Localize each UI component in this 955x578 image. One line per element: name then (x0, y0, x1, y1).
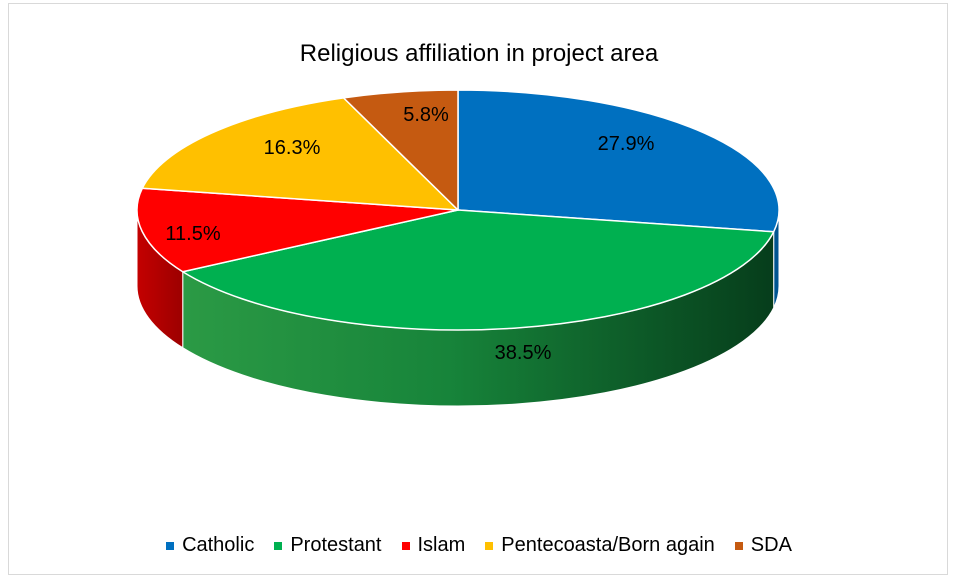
legend-item-islam: Islam (401, 534, 466, 557)
legend-swatch (274, 541, 283, 550)
data-label-pentecoasta-born-again: 16.3% (264, 137, 321, 159)
pie-slices (136, 89, 780, 331)
data-label-catholic: 27.9% (598, 133, 655, 155)
pie-slice-islam[interactable] (136, 187, 459, 273)
legend-label: Pentecoasta/Born again (501, 534, 715, 556)
legend-swatch (734, 541, 743, 550)
pie-slice-sda[interactable] (342, 89, 459, 211)
legend-item-pentecoasta-born-again: Pentecoasta/Born again (485, 534, 715, 557)
chart-title: Religious affiliation in project area (299, 40, 659, 67)
legend-label: Protestant (290, 534, 382, 556)
pie-slice-catholic[interactable] (457, 89, 780, 233)
legend-item-sda: SDA (734, 534, 792, 557)
pie-data-labels: 27.9% 38.5% 11.5% 16.3% 5.8% (165, 104, 654, 364)
legend-label: SDA (750, 534, 792, 556)
legend-swatch (401, 541, 410, 550)
legend-swatch (485, 541, 494, 550)
chart-container: Religious affiliation in project area 27… (8, 3, 948, 575)
pie-slice-pentecoasta-born-again[interactable] (141, 97, 459, 211)
data-label-islam: 11.5% (165, 223, 220, 245)
pie-slice-protestant[interactable] (181, 209, 775, 331)
legend-item-catholic: Catholic (166, 534, 254, 557)
chart-legend: Catholic Protestant Islam Pentecoasta/Born … (9, 534, 949, 557)
data-label-sda: 5.8% (403, 104, 449, 126)
legend-swatch (166, 541, 175, 550)
data-label-protestant: 38.5% (495, 342, 552, 364)
legend-label: Islam (417, 534, 466, 556)
legend-item-protestant: Protestant (274, 534, 382, 557)
pie-chart: 27.9% 38.5% 11.5% 16.3% 5.8% (136, 89, 780, 407)
legend-label: Catholic (182, 534, 255, 556)
